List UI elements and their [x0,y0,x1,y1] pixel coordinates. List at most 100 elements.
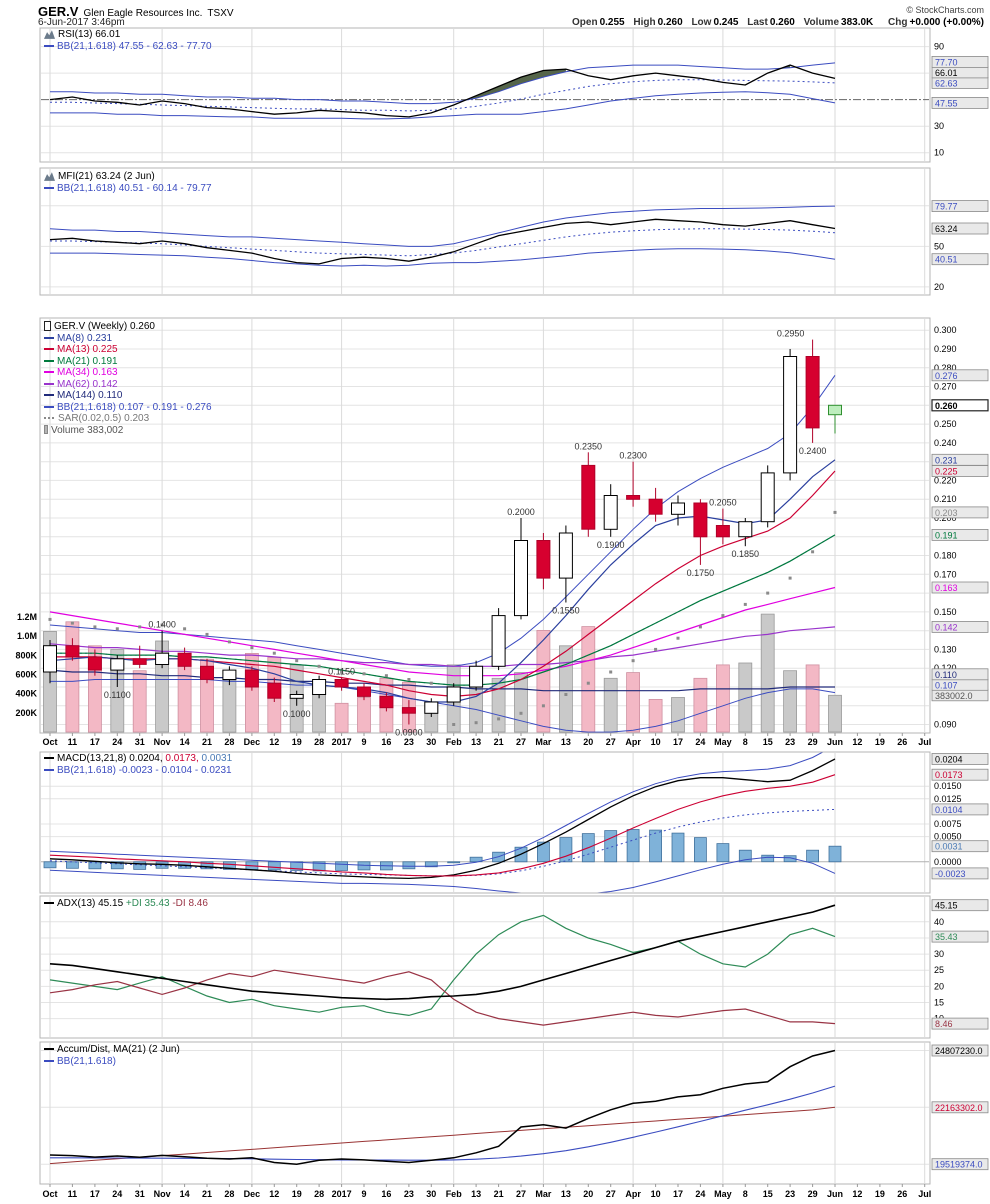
x-axis-label: 23 [785,1189,795,1199]
legend-text: MACD(13,21,8) 0.0204, [57,753,163,764]
rsi-legend: RSI(13) 66.01 BB(21,1.618) 47.55 - 62.63 … [44,29,212,52]
volume-bar [805,664,820,733]
axis-tick-label: 0.0150 [934,781,962,791]
price-legend-line: Volume 383,002 [44,425,212,437]
x-axis-label: 16 [381,737,391,747]
macd-histogram-bar [312,861,326,872]
x-axis-label: Jun [827,737,843,747]
legend-text: Volume 383,002 [51,424,124,436]
x-axis-label: 12 [269,737,279,747]
x-axis-label: Apr [625,737,641,747]
axis-value-box [931,753,989,765]
price-legend-line: MA(13) 0.225 [44,344,212,356]
volume-bar [177,664,192,733]
volume-bar [603,677,618,733]
candle-body [536,540,551,579]
ticker-symbol: GER.V [38,4,79,19]
mfi-legend: MFI(21) 63.24 (2 Jun) BB(21,1.618) 40.51 … [44,171,212,194]
price-annotation: 0.1400 [148,620,176,630]
macd-plot-area [39,751,931,894]
quote-last-value: 0.260 [769,17,795,28]
axis-tick-label: 30 [934,949,944,959]
candle-body [469,665,484,688]
line-swatch-icon [44,186,54,189]
legend-text: SAR(0.02,0.5) 0.203 [58,413,150,424]
volume-bar [514,672,528,733]
x-axis-label: 28 [224,1189,234,1199]
sar-dot [429,681,433,685]
x-axis-label: 27 [516,737,526,747]
adx-plot-area [39,895,931,1039]
price-annotation: 0.2350 [575,441,603,451]
legend-text: Accum/Dist, MA(21) (2 Jun) [57,1044,180,1055]
sar-dot [70,621,74,625]
volume-axis-label: 200K [15,708,37,718]
volume-bar [132,670,147,733]
price-legend-line: SAR(0.02,0.5) 0.203 [44,413,212,425]
x-axis-label: 13 [561,737,571,747]
price-legend: GER.V (Weekly) 0.260 MA(8) 0.231 MA(13) 0.… [44,321,212,436]
candle-body [200,665,214,680]
x-axis-label: Feb [446,737,463,747]
volume-bar [716,664,730,733]
x-axis-label: Jul [918,1189,931,1199]
price-plot-group [41,319,929,733]
volume-axis-label: 1.2M [17,612,37,622]
candle-body [715,525,730,538]
axis-tick-label: 90 [934,42,944,52]
series--di [49,914,836,1017]
price-annotation: 0.1100 [104,690,131,700]
axis-tick-label: 0.180 [934,551,957,561]
x-axis-label: 29 [808,1189,818,1199]
axis-value-box [931,621,989,633]
line-swatch-icon [44,902,54,905]
quote-high-label: High [633,17,656,28]
price-annotation: 0.1000 [283,709,311,719]
axis-tick-label: 0.0125 [934,794,962,804]
macd-histogram-bar [671,832,685,863]
candle-body [267,682,282,699]
macd-histogram-bar [761,854,775,863]
x-axis-label: 19 [292,1189,302,1199]
axis-value-text: 0.203 [935,508,958,518]
dots-swatch-icon [44,417,55,420]
x-axis-label: 20 [583,737,593,747]
axis-value-box [931,899,989,912]
legend-text: ADX(13) 45.15 [57,898,124,909]
x-axis-label: 11 [68,737,78,747]
volume-bar [334,702,349,733]
sar-dot [564,693,568,696]
x-axis-label: 14 [180,1189,190,1199]
volume-bar [693,677,708,733]
x-axis-label: 28 [314,737,324,747]
candle-body [783,356,798,474]
rsi-legend-line: BB(21,1.618) 47.55 - 62.63 - 77.70 [44,41,212,53]
x-axis-label: 13 [561,1189,571,1199]
axis-value-box [931,803,989,816]
candle-body [43,645,57,673]
series-signal [49,774,836,877]
axis-value-text: 77.70 [935,57,958,67]
sar-dot [205,632,209,636]
quote-volume-value: 383.0K [841,17,874,28]
price-annotation: 0.2400 [799,446,827,456]
macd-legend-line: MACD(13,21,8) 0.0204, 0.0173, 0.0031 [44,753,232,765]
x-axis-label: Jun [827,1189,843,1199]
line-swatch-icon [44,359,54,362]
line-swatch-icon [44,1048,54,1051]
axis-value-text: 63.24 [935,224,958,234]
axis-tick-label: 0.130 [934,644,957,654]
sar-dot [295,659,299,663]
x-axis-label: Nov [154,1189,171,1199]
price-annotation: 0.1900 [597,540,625,550]
axis-value-box [931,253,989,266]
volume-bar [671,697,685,733]
x-axis-label: Dec [244,1189,261,1199]
axis-value-text: -0.0023 [935,869,966,879]
sar-dot [519,711,523,715]
series-ma-144- [49,669,835,692]
series-mfi-21- [49,218,836,265]
x-axis-label: 31 [135,1189,145,1199]
candle-body [648,498,663,515]
company-name: Glen Eagle Resources Inc. [83,8,203,19]
